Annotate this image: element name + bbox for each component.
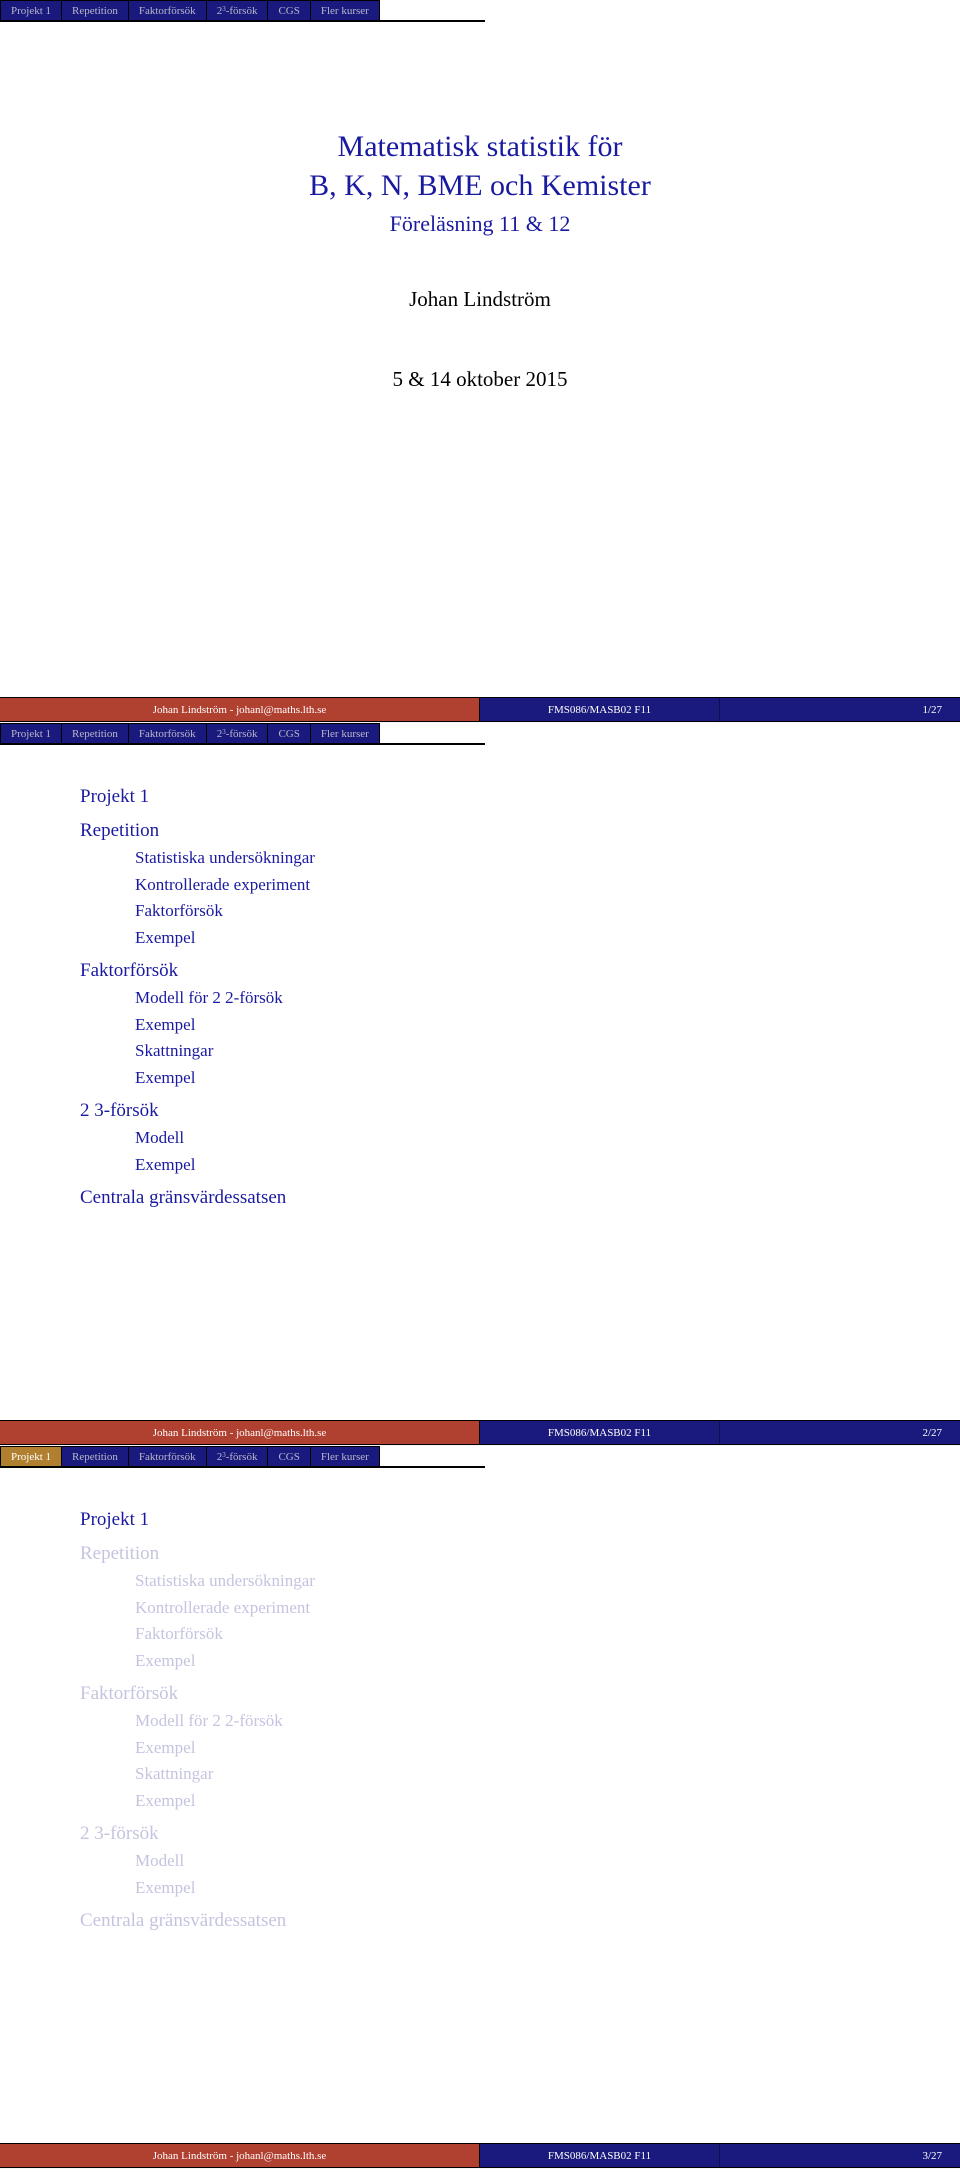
slide-1: Projekt 1 Repetition Faktorförsök 23-för… [0, 0, 960, 723]
footer: Johan Lindström - johanl@maths.lth.se FM… [0, 697, 960, 722]
toc-modell-2-2[interactable]: Modell för 2 2-försök [135, 986, 900, 1011]
toc-modell-2-2[interactable]: Modell för 2 2-försök [135, 1709, 900, 1734]
footer-page: 2/27 [720, 1421, 960, 1444]
nav-tabs: Projekt 1 Repetition Faktorförsök 23-för… [0, 0, 485, 22]
toc-skattningar[interactable]: Skattningar [135, 1762, 900, 1787]
tab-2-3-forsok[interactable]: 23-försök [207, 723, 269, 743]
tab-cgs[interactable]: CGS [268, 1446, 310, 1466]
toc-projekt-1[interactable]: Projekt 1 [80, 783, 900, 811]
tab-projekt-1[interactable]: Projekt 1 [0, 723, 62, 743]
toc-kontroll-exp[interactable]: Kontrollerade experiment [135, 873, 900, 898]
toc-faktorforsok[interactable]: Faktorförsök [80, 1680, 900, 1708]
toc-block: Projekt 1 Repetition Statistiska undersö… [80, 783, 900, 1211]
toc-repetition[interactable]: Repetition [80, 1540, 900, 1568]
date: 5 & 14 oktober 2015 [60, 367, 900, 392]
toc-cgs[interactable]: Centrala gränsvärdessatsen [80, 1184, 900, 1212]
footer-author: Johan Lindström - johanl@maths.lth.se [0, 2144, 480, 2167]
footer-course: FMS086/MASB02 F11 [480, 698, 720, 721]
toc-faktorforsok[interactable]: Faktorförsök [80, 957, 900, 985]
tab-projekt-1[interactable]: Projekt 1 [0, 1446, 62, 1466]
title-body: Matematisk statistik för B, K, N, BME oc… [0, 22, 960, 697]
toc-block: Projekt 1 Repetition Statistiska undersö… [80, 1506, 900, 1934]
toc-modell[interactable]: Modell [135, 1126, 900, 1151]
toc-skattningar[interactable]: Skattningar [135, 1039, 900, 1064]
title-line-2: B, K, N, BME och Kemister [60, 166, 900, 205]
nav-tabs: Projekt 1 Repetition Faktorförsök 23-för… [0, 723, 485, 745]
toc-exempel-1[interactable]: Exempel [135, 1649, 900, 1674]
tab-repetition[interactable]: Repetition [62, 0, 129, 20]
tab-fler-kurser[interactable]: Fler kurser [311, 1446, 380, 1466]
tab-2-3-sup: 3 [222, 5, 226, 13]
toc-stat-unders[interactable]: Statistiska undersökningar [135, 846, 900, 871]
footer-course: FMS086/MASB02 F11 [480, 1421, 720, 1444]
toc-faktorforsok-sub[interactable]: Faktorförsök [135, 899, 900, 924]
tab-2-3-suffix: -försök [226, 1451, 258, 1463]
toc-exempel-1[interactable]: Exempel [135, 926, 900, 951]
footer-author: Johan Lindström - johanl@maths.lth.se [0, 1421, 480, 1444]
nav-tabs: Projekt 1 Repetition Faktorförsök 23-för… [0, 1446, 485, 1468]
toc-exempel-3[interactable]: Exempel [135, 1066, 900, 1091]
footer-page: 3/27 [720, 2144, 960, 2167]
toc-faktorforsok-sub[interactable]: Faktorförsök [135, 1622, 900, 1647]
toc-body: Projekt 1 Repetition Statistiska undersö… [0, 1468, 960, 2143]
footer: Johan Lindström - johanl@maths.lth.se FM… [0, 1420, 960, 1445]
toc-projekt-1[interactable]: Projekt 1 [80, 1506, 900, 1534]
tab-repetition[interactable]: Repetition [62, 723, 129, 743]
toc-repetition[interactable]: Repetition [80, 817, 900, 845]
author: Johan Lindström [60, 287, 900, 312]
tab-2-3-forsok[interactable]: 23-försök [207, 0, 269, 20]
footer-author: Johan Lindström - johanl@maths.lth.se [0, 698, 480, 721]
toc-kontroll-exp[interactable]: Kontrollerade experiment [135, 1596, 900, 1621]
slide-3: Projekt 1 Repetition Faktorförsök 23-för… [0, 1446, 960, 2169]
tab-cgs[interactable]: CGS [268, 0, 310, 20]
tab-2-3-sup: 3 [222, 728, 226, 736]
toc-2-3-forsok[interactable]: 2 3-försök [80, 1097, 900, 1125]
slide-2: Projekt 1 Repetition Faktorförsök 23-för… [0, 723, 960, 1446]
footer-page: 1/27 [720, 698, 960, 721]
tab-2-3-forsok[interactable]: 23-försök [207, 1446, 269, 1466]
toc-cgs[interactable]: Centrala gränsvärdessatsen [80, 1907, 900, 1935]
title-line-1: Matematisk statistik för [60, 127, 900, 166]
toc-exempel-4[interactable]: Exempel [135, 1876, 900, 1901]
footer-course: FMS086/MASB02 F11 [480, 2144, 720, 2167]
toc-body: Projekt 1 Repetition Statistiska undersö… [0, 745, 960, 1420]
toc-exempel-4[interactable]: Exempel [135, 1153, 900, 1178]
toc-exempel-2[interactable]: Exempel [135, 1013, 900, 1038]
toc-exempel-2[interactable]: Exempel [135, 1736, 900, 1761]
tab-2-3-suffix: -försök [226, 728, 258, 740]
tab-faktorforsok[interactable]: Faktorförsök [129, 0, 207, 20]
title-block: Matematisk statistik för B, K, N, BME oc… [60, 127, 900, 392]
tab-faktorforsok[interactable]: Faktorförsök [129, 1446, 207, 1466]
tab-fler-kurser[interactable]: Fler kurser [311, 723, 380, 743]
tab-repetition[interactable]: Repetition [62, 1446, 129, 1466]
toc-2-3-forsok[interactable]: 2 3-försök [80, 1820, 900, 1848]
tab-cgs[interactable]: CGS [268, 723, 310, 743]
tab-2-3-suffix: -försök [226, 5, 258, 17]
toc-exempel-3[interactable]: Exempel [135, 1789, 900, 1814]
tab-faktorforsok[interactable]: Faktorförsök [129, 723, 207, 743]
toc-modell[interactable]: Modell [135, 1849, 900, 1874]
footer: Johan Lindström - johanl@maths.lth.se FM… [0, 2143, 960, 2168]
toc-stat-unders[interactable]: Statistiska undersökningar [135, 1569, 900, 1594]
tab-fler-kurser[interactable]: Fler kurser [311, 0, 380, 20]
subtitle: Föreläsning 11 & 12 [60, 211, 900, 237]
tab-projekt-1[interactable]: Projekt 1 [0, 0, 62, 20]
tab-2-3-sup: 3 [222, 1451, 226, 1459]
